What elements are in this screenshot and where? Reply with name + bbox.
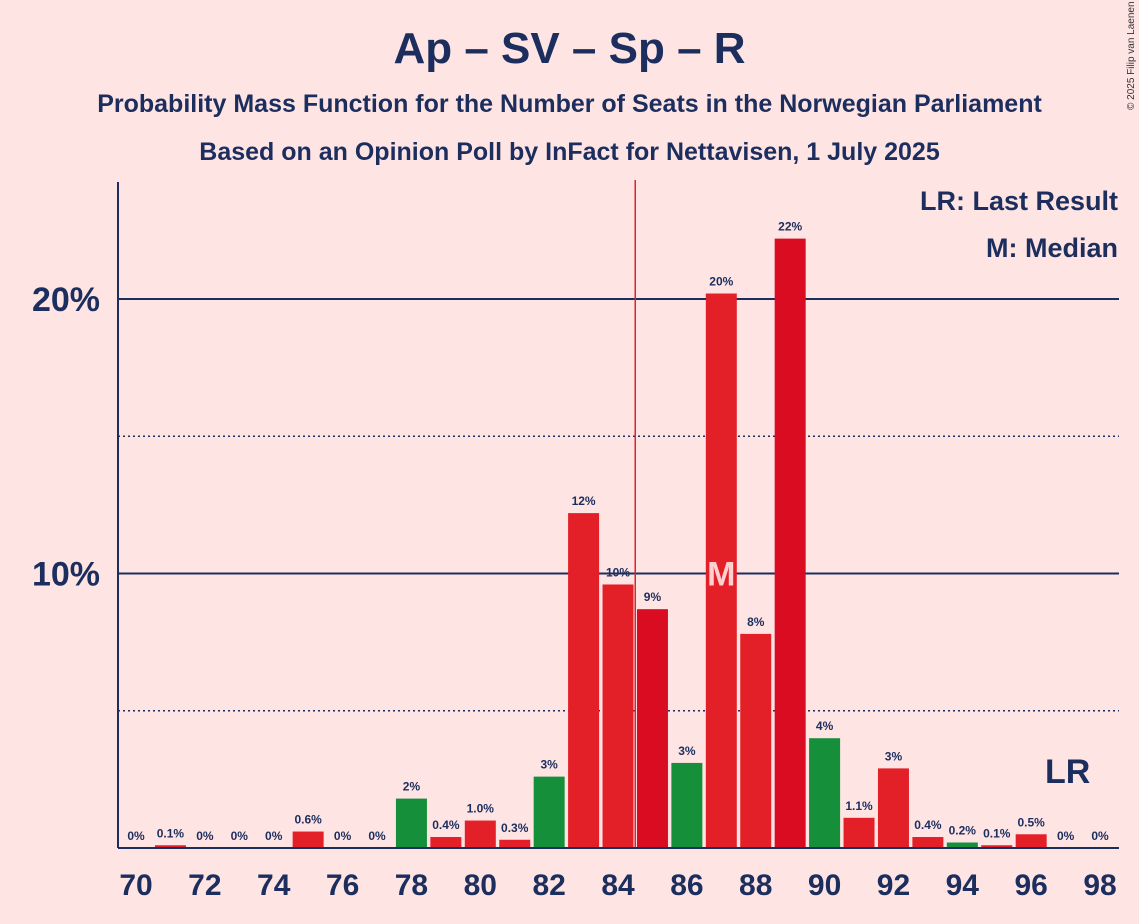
chart-subtitle-2: Based on an Opinion Poll by InFact for N… xyxy=(199,138,940,166)
bar-85 xyxy=(636,609,668,848)
x-tick-98: 98 xyxy=(1083,869,1116,902)
bar-93 xyxy=(912,837,944,848)
x-tick-80: 80 xyxy=(464,869,497,902)
data-label-76: 0% xyxy=(334,829,352,843)
x-tick-74: 74 xyxy=(257,869,291,902)
chart-subtitle-1: Probability Mass Function for the Number… xyxy=(97,90,1042,118)
x-tick-88: 88 xyxy=(739,869,772,902)
data-label-82: 3% xyxy=(540,758,558,772)
data-label-75: 0.6% xyxy=(294,813,322,827)
last-result-marker: LR xyxy=(1045,753,1090,791)
bar-81 xyxy=(499,839,531,848)
data-label-79: 0.4% xyxy=(432,818,460,832)
x-tick-94: 94 xyxy=(946,869,980,902)
data-label-88: 8% xyxy=(747,615,765,629)
data-label-83: 12% xyxy=(572,494,596,508)
data-label-93: 0.4% xyxy=(914,818,942,832)
median-marker: M xyxy=(707,556,735,594)
x-tick-76: 76 xyxy=(326,869,359,902)
data-label-84: 10% xyxy=(606,565,630,579)
data-label-87: 20% xyxy=(709,275,733,289)
x-tick-82: 82 xyxy=(532,869,565,902)
bar-91 xyxy=(843,817,875,848)
bar-80 xyxy=(464,820,496,848)
chart-title: Ap – SV – Sp – R xyxy=(393,24,746,73)
bar-95 xyxy=(981,845,1013,848)
bar-96 xyxy=(1015,834,1047,848)
x-tick-86: 86 xyxy=(670,869,703,902)
bar-89 xyxy=(774,238,806,849)
bar-92 xyxy=(877,768,909,848)
bar-78 xyxy=(395,798,427,848)
data-label-group: 0% 0.1% 0% 0% 0% 0.6% 0% 0% 2% 0.4% 1.0% 0.3% 3% 12% 1… xyxy=(127,220,1109,843)
y-tick-group: 10% 20% xyxy=(32,281,100,594)
data-label-98: 0% xyxy=(1091,829,1109,843)
x-tick-70: 70 xyxy=(119,869,152,902)
data-label-90: 4% xyxy=(816,719,834,733)
x-tick-96: 96 xyxy=(1014,869,1047,902)
y-tick-20: 20% xyxy=(32,281,100,319)
data-label-86: 3% xyxy=(678,744,696,758)
data-label-78: 2% xyxy=(403,780,421,794)
x-tick-90: 90 xyxy=(808,869,841,902)
data-label-73: 0% xyxy=(231,829,249,843)
x-tick-84: 84 xyxy=(601,869,635,902)
data-label-97: 0% xyxy=(1057,829,1075,843)
data-label-71: 0.1% xyxy=(157,826,185,840)
legend-last-result: LR: Last Result xyxy=(920,186,1118,216)
bar-84 xyxy=(602,584,634,848)
data-label-94: 0.2% xyxy=(949,824,977,838)
bar-75 xyxy=(292,831,324,848)
bar-90 xyxy=(809,738,841,848)
x-tick-92: 92 xyxy=(877,869,910,902)
data-label-80: 1.0% xyxy=(467,802,495,816)
x-tick-72: 72 xyxy=(188,869,221,902)
bar-71 xyxy=(154,845,186,848)
bar-94 xyxy=(946,842,978,848)
bar-87 xyxy=(705,293,737,848)
data-label-74: 0% xyxy=(265,829,283,843)
data-label-91: 1.1% xyxy=(845,799,873,813)
data-label-96: 0.5% xyxy=(1018,815,1046,829)
data-label-72: 0% xyxy=(196,829,214,843)
bar-86 xyxy=(671,762,703,848)
data-label-95: 0.1% xyxy=(983,826,1011,840)
data-label-92: 3% xyxy=(885,749,903,763)
data-label-89: 22% xyxy=(778,220,802,234)
bar-79 xyxy=(430,837,462,848)
data-label-77: 0% xyxy=(368,829,386,843)
legend-median: M: Median xyxy=(986,233,1118,263)
bar-82 xyxy=(533,776,565,848)
data-label-85: 9% xyxy=(644,590,662,604)
bar-83 xyxy=(568,513,600,848)
bar-88 xyxy=(740,633,772,848)
bar-group xyxy=(154,238,1047,849)
x-tick-group: 70 72 74 76 78 80 82 84 86 88 90 92 94 96 98 xyxy=(119,869,1116,902)
data-label-70: 0% xyxy=(127,829,145,843)
x-tick-78: 78 xyxy=(395,869,428,902)
y-tick-10: 10% xyxy=(32,556,100,594)
data-label-81: 0.3% xyxy=(501,821,529,835)
